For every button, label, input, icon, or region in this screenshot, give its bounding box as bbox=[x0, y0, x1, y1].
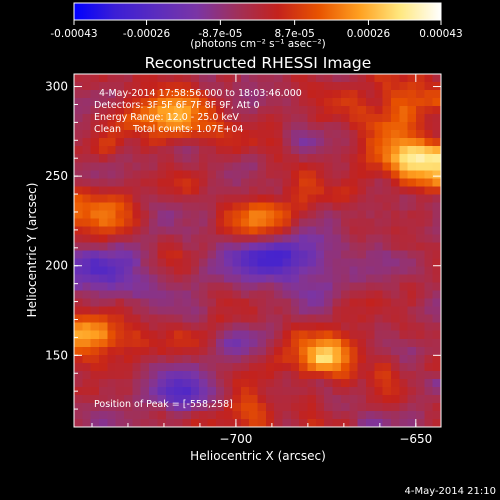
footer-timestamp: 4-May-2014 21:10 bbox=[404, 486, 496, 497]
plot-frame bbox=[73, 73, 442, 428]
annotation-time-range: 4-May-2014 17:58:56.000 to 18:03:46.000 bbox=[99, 88, 302, 99]
axis-ticks: −700−650−600150200250300 bbox=[45, 74, 441, 446]
x-tick-label: −700 bbox=[219, 432, 252, 446]
colorbar: -0.00043 -0.00026 -8.7e-05 8.7e-05 0.00026 0.… bbox=[50, 2, 463, 50]
colorbar-tick-label: -0.00026 bbox=[123, 28, 171, 40]
y-tick-label: 300 bbox=[45, 80, 68, 94]
colorbar-gradient bbox=[73, 2, 442, 21]
annotation-detectors: Detectors: 3F 5F 6F 7F 8F 9F, Att 0 bbox=[94, 100, 260, 111]
colorbar-tick-label: -8.7e-05 bbox=[198, 28, 242, 40]
x-tick-label: −650 bbox=[399, 432, 432, 446]
chart-title: Reconstructed RHESSI Image bbox=[145, 54, 372, 72]
colorbar-tick-label: -0.00043 bbox=[50, 28, 97, 40]
colorbar-tick-label: 0.00043 bbox=[419, 28, 462, 40]
colorbar-tick-label: 8.7e-05 bbox=[274, 28, 314, 40]
annotation-clean-counts: Clean Total counts: 1.07E+04 bbox=[94, 124, 243, 135]
y-tick-label: 200 bbox=[45, 259, 68, 273]
annotation-peak-position: Position of Peak = [-558,258] bbox=[94, 399, 233, 410]
x-axis-label: Heliocentric X (arcsec) bbox=[190, 449, 326, 463]
heatmap-image bbox=[74, 74, 441, 427]
plot-area: −700−650−600150200250300 bbox=[45, 73, 442, 446]
colorbar-tick-label: 0.00026 bbox=[347, 28, 391, 40]
colorbar-unit-label: (photons cm⁻² s⁻¹ asec⁻²) bbox=[190, 38, 325, 50]
y-tick-label: 150 bbox=[45, 348, 68, 362]
y-axis-label: Heliocentric Y (arcsec) bbox=[25, 183, 39, 318]
y-tick-label: 250 bbox=[45, 169, 68, 183]
info-annotations: 4-May-2014 17:58:56.000 to 18:03:46.000 … bbox=[94, 88, 302, 410]
annotation-energy-range: Energy Range: 12.0 - 25.0 keV bbox=[94, 112, 239, 123]
colorbar-ticks: -0.00043 -0.00026 -8.7e-05 8.7e-05 0.00026 0.… bbox=[50, 20, 463, 40]
